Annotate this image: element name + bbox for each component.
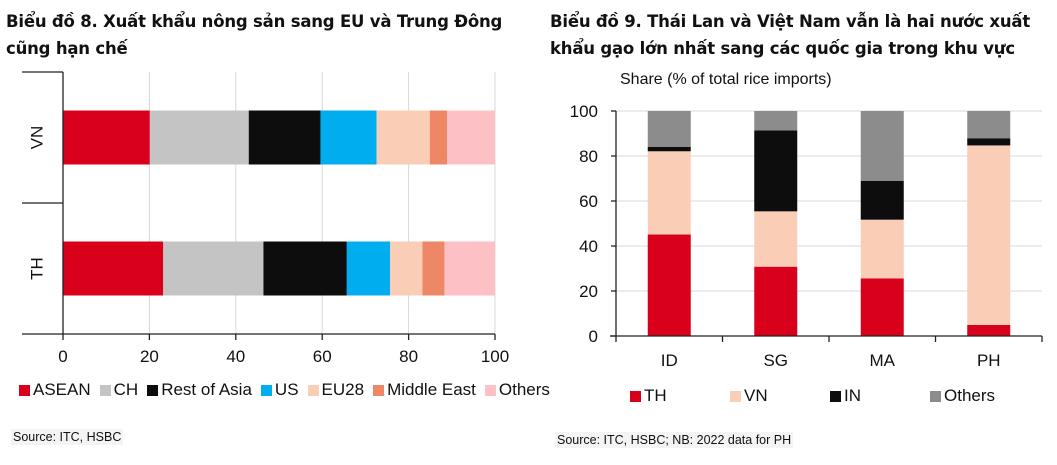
bar-th-eu28 bbox=[390, 241, 423, 296]
bar-ma-th bbox=[860, 278, 904, 336]
legend-item-others: Others bbox=[930, 386, 1030, 406]
legend-swatch bbox=[260, 384, 272, 396]
bar-id-in bbox=[647, 147, 691, 152]
legend-swatch bbox=[730, 390, 741, 402]
bar-ph-in bbox=[967, 138, 1011, 146]
legend-swatch bbox=[484, 384, 496, 396]
bar-vn-middle-east bbox=[429, 110, 448, 165]
bar-th-middle-east bbox=[422, 241, 445, 296]
x-tick-label-sg: SG bbox=[763, 351, 788, 370]
bar-sg-th bbox=[754, 266, 798, 336]
legend-item-others: Others bbox=[484, 380, 550, 400]
chart9-y-axis-label: Share (% of total rice imports) bbox=[620, 71, 832, 88]
bar-ma-in bbox=[860, 180, 904, 220]
bar-vn-others bbox=[447, 110, 495, 165]
legend-label: Middle East bbox=[387, 380, 476, 399]
legend-swatch bbox=[99, 384, 111, 396]
legend-label: Rest of Asia bbox=[161, 380, 252, 399]
bar-ph-vn bbox=[967, 145, 1011, 325]
x-tick-label: 100 bbox=[481, 347, 509, 366]
bar-vn-ch bbox=[149, 110, 249, 165]
y-tick-label: 40 bbox=[579, 237, 598, 256]
bar-id-vn bbox=[647, 151, 691, 235]
legend-item-ch: CH bbox=[99, 380, 139, 400]
chart8-title: Biểu đồ 8. Xuất khẩu nông sản sang EU và… bbox=[6, 12, 503, 58]
legend-item-eu28: EU28 bbox=[307, 380, 365, 400]
legend-swatch bbox=[307, 384, 319, 396]
x-tick-label-ph: PH bbox=[977, 351, 1001, 370]
legend-swatch bbox=[147, 384, 159, 396]
y-tick-label: 20 bbox=[579, 282, 598, 301]
legend-swatch bbox=[373, 384, 385, 396]
bar-th-others bbox=[444, 241, 495, 296]
chart9-plot: ID SG MA PH 0 20 40 60 80 100 bbox=[570, 102, 1043, 370]
x-tick-label: 20 bbox=[140, 347, 159, 366]
bar-ph-others bbox=[967, 111, 1011, 139]
legend-label: Others bbox=[498, 380, 550, 399]
legend-label: TH bbox=[644, 386, 667, 405]
legend-label: IN bbox=[844, 386, 861, 405]
chart9-source: Source: ITC, HSBC; NB: 2022 data for PH bbox=[555, 432, 794, 448]
x-tick-label: 80 bbox=[399, 347, 418, 366]
legend-label: EU28 bbox=[321, 380, 365, 399]
chart9-legend: TH VN IN Others bbox=[630, 386, 1030, 406]
bar-ma-vn bbox=[860, 219, 904, 279]
bar-sg-in bbox=[754, 130, 798, 212]
legend-swatch bbox=[19, 384, 30, 396]
legend-item-middle-east: Middle East bbox=[373, 380, 476, 400]
legend-label: CH bbox=[113, 380, 139, 399]
y-tick-label-th: TH bbox=[27, 257, 46, 280]
bar-ph-th bbox=[967, 324, 1011, 336]
legend-item-th: TH bbox=[630, 386, 730, 406]
legend-item-in: IN bbox=[830, 386, 930, 406]
legend-item-us: US bbox=[260, 380, 299, 400]
legend-label: VN bbox=[744, 386, 768, 405]
legend-label: Others bbox=[944, 386, 996, 405]
bar-sg-vn bbox=[754, 211, 798, 267]
x-tick-label: 0 bbox=[58, 347, 67, 366]
legend-swatch bbox=[930, 390, 941, 402]
bar-id-th bbox=[647, 234, 691, 336]
bar-th-asean bbox=[63, 241, 164, 296]
x-tick-label: 60 bbox=[313, 347, 332, 366]
y-tick-label: 80 bbox=[579, 147, 598, 166]
bar-vn-us bbox=[320, 110, 377, 165]
bar-id-others bbox=[647, 111, 691, 147]
y-tick-label-vn: VN bbox=[27, 126, 46, 150]
bar-th-ch bbox=[163, 241, 264, 296]
chart8-source: Source: ITC, HSBC bbox=[11, 429, 124, 445]
y-tick-label: 0 bbox=[589, 327, 598, 346]
legend-label: ASEAN bbox=[33, 380, 91, 399]
bar-vn-rest-of-asia bbox=[248, 110, 321, 165]
legend-swatch bbox=[830, 390, 841, 402]
legend-item-vn: VN bbox=[730, 386, 830, 406]
bar-vn-asean bbox=[63, 110, 150, 165]
legend-item-rest-of-asia: Rest of Asia bbox=[147, 380, 252, 400]
bar-vn-eu28 bbox=[376, 110, 430, 165]
bar-ma-others bbox=[860, 111, 904, 181]
legend-label: US bbox=[274, 380, 299, 399]
legend-item-asean: ASEAN bbox=[19, 380, 91, 400]
bar-sg-others bbox=[754, 111, 798, 131]
y-tick-label: 100 bbox=[570, 102, 598, 121]
x-tick-label-ma: MA bbox=[870, 351, 896, 370]
chart9-title: Biểu đồ 9. Thái Lan và Việt Nam vẫn là h… bbox=[550, 12, 1031, 58]
bar-th-rest-of-asia bbox=[263, 241, 347, 296]
x-tick-label: 40 bbox=[226, 347, 245, 366]
y-tick-label: 60 bbox=[579, 192, 598, 211]
chart8-plot: VN TH 0 20 40 60 80 100 bbox=[22, 71, 509, 366]
x-tick-label-id: ID bbox=[661, 351, 678, 370]
legend-swatch bbox=[630, 390, 641, 402]
bar-th-us bbox=[346, 241, 391, 296]
chart8-legend: ASEAN CH Rest of Asia US EU28 Middle East Othe… bbox=[19, 380, 550, 400]
